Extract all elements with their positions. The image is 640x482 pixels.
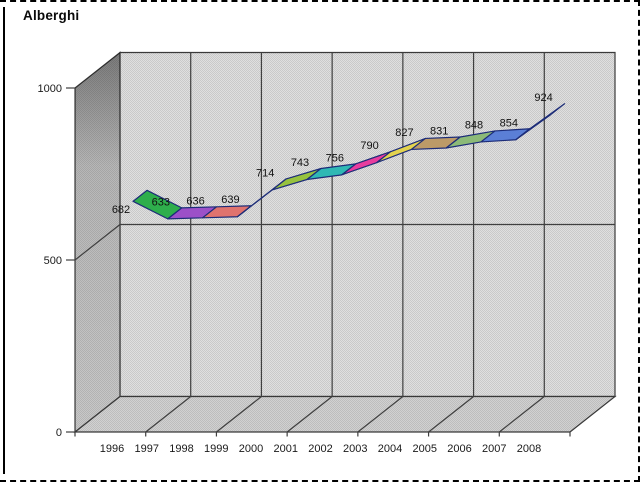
floor-depth-gridline: [216, 396, 262, 433]
data-label: 848: [465, 119, 483, 131]
data-label: 639: [221, 194, 239, 206]
data-label: 743: [291, 157, 309, 169]
floor-depth-gridline: [498, 396, 545, 433]
chart-title: Alberghi: [23, 8, 80, 23]
category-axis-label: 2007: [482, 443, 506, 455]
data-label: 827: [395, 127, 413, 139]
data-label: 831: [430, 126, 448, 138]
category-axis-label: 1999: [204, 443, 228, 455]
left-solid-border: [3, 7, 5, 474]
category-axis-label: 2008: [517, 443, 541, 455]
data-label: 714: [256, 167, 274, 179]
value-axis-label: 500: [44, 255, 62, 267]
category-axis-label: 1997: [135, 443, 159, 455]
floor: [73, 395, 617, 433]
category-axis-label: 2004: [378, 443, 402, 455]
category-axis-label: 2000: [239, 443, 263, 455]
floor-depth-gridline: [357, 396, 404, 433]
value-axis-label: 1000: [38, 83, 62, 95]
data-label: 854: [500, 117, 518, 129]
value-gridline-500-side: [74, 224, 121, 261]
data-label: 633: [152, 196, 170, 208]
data-label: 636: [186, 195, 204, 207]
category-axis-label: 2002: [308, 443, 332, 455]
category-axis-label: 2006: [447, 443, 471, 455]
floor-depth-gridline: [286, 396, 333, 433]
ribbon-segment: [515, 103, 566, 141]
data-label: 924: [534, 92, 552, 104]
category-axis-label: 1996: [100, 443, 124, 455]
floor-depth-gridline: [428, 396, 474, 433]
value-axis-label: 0: [56, 427, 62, 439]
category-axis-label: 2005: [413, 443, 437, 455]
data-label: 756: [326, 152, 344, 164]
category-axis-label: 2001: [274, 443, 298, 455]
data-label: 682: [112, 204, 130, 216]
floor-depth-gridline: [145, 396, 192, 433]
category-axis-label: 1998: [169, 443, 193, 455]
floor-shade: [75, 396, 615, 432]
category-axis-label: 2003: [343, 443, 367, 455]
data-label: 790: [360, 140, 378, 152]
